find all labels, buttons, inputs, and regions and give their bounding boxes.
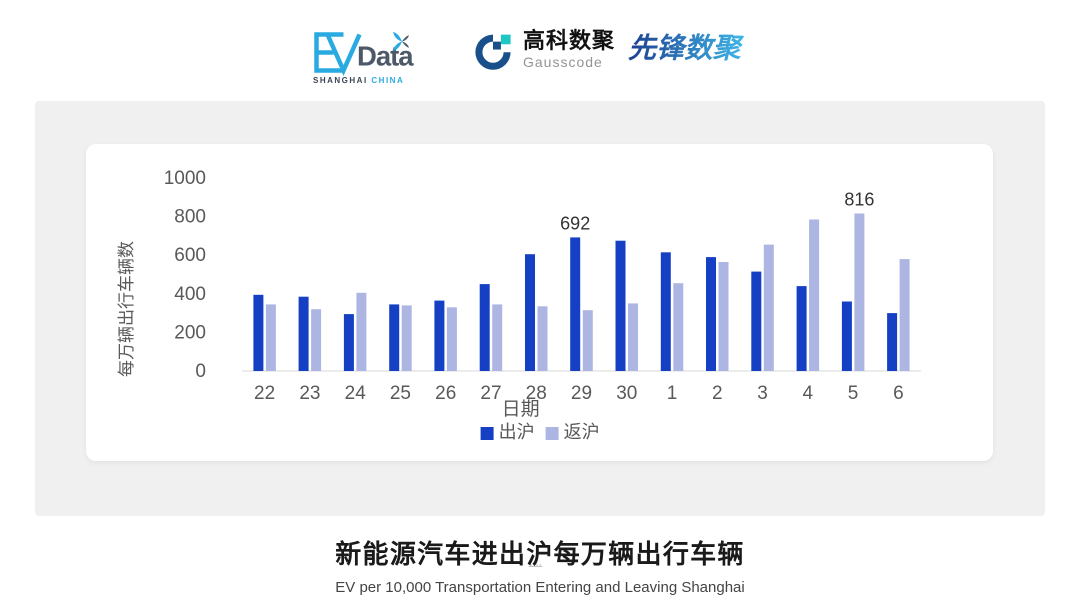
- svg-text:每万辆出行车辆数: 每万辆出行车辆数: [117, 241, 136, 377]
- svg-text:29: 29: [571, 383, 592, 404]
- svg-text:1000: 1000: [164, 168, 206, 189]
- svg-text:400: 400: [174, 284, 206, 305]
- svg-text:25: 25: [390, 383, 411, 404]
- svg-text:816: 816: [844, 190, 874, 210]
- svg-text:800: 800: [174, 207, 206, 228]
- svg-text:5: 5: [848, 383, 859, 404]
- svg-text:200: 200: [174, 322, 206, 343]
- svg-text:出沪: 出沪: [499, 422, 535, 442]
- svg-text:23: 23: [299, 383, 320, 404]
- svg-text:0: 0: [195, 361, 206, 382]
- svg-text:6: 6: [893, 383, 904, 404]
- svg-text:4: 4: [803, 383, 814, 404]
- svg-text:返沪: 返沪: [564, 422, 600, 442]
- svg-text:28: 28: [526, 383, 547, 404]
- svg-text:30: 30: [616, 383, 637, 404]
- svg-text:22: 22: [254, 383, 275, 404]
- svg-text:27: 27: [480, 383, 501, 404]
- svg-text:2: 2: [712, 383, 723, 404]
- svg-text:600: 600: [174, 245, 206, 266]
- svg-text:1: 1: [667, 383, 678, 404]
- svg-text:24: 24: [345, 383, 367, 404]
- svg-text:692: 692: [560, 213, 590, 233]
- svg-text:26: 26: [435, 383, 456, 404]
- svg-text:先锋数聚: 先锋数聚: [628, 33, 744, 64]
- svg-text:3: 3: [757, 383, 768, 404]
